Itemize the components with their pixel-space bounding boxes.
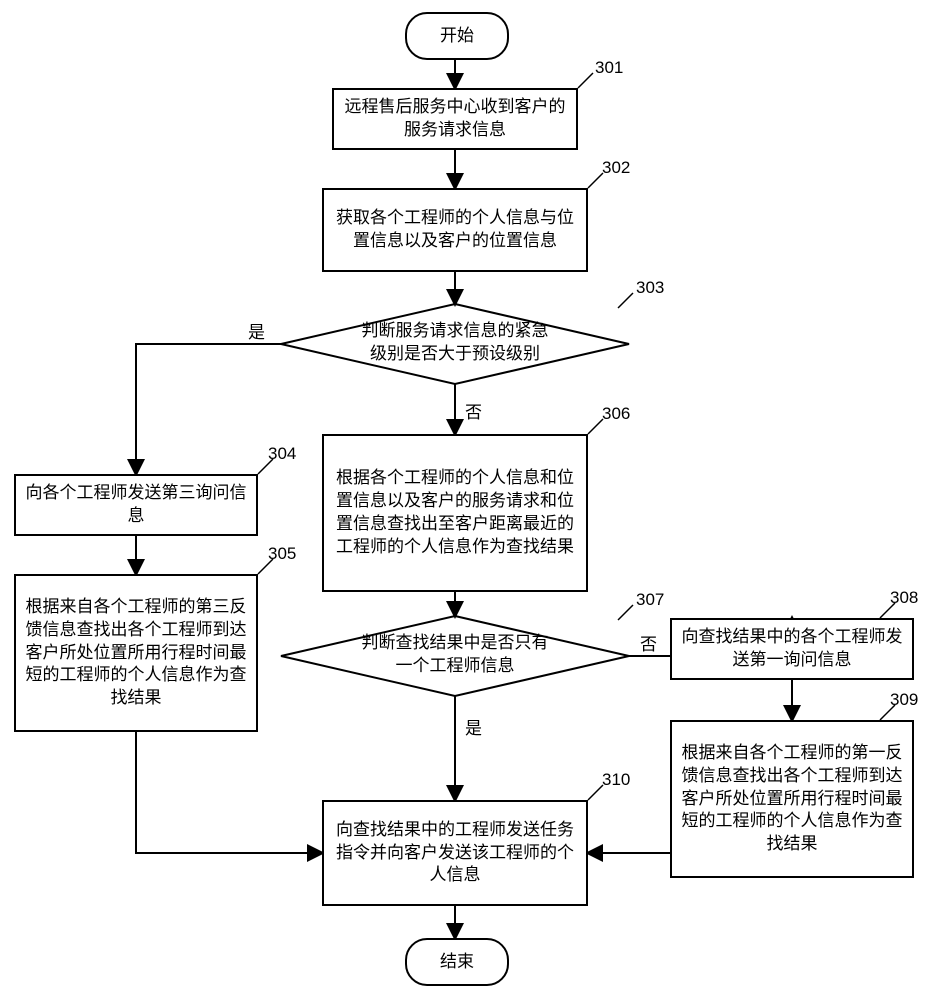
process-304-text: 向各个工程师发送第三询问信息 xyxy=(22,482,250,528)
ref-303: 303 xyxy=(636,278,664,298)
ref-302: 302 xyxy=(602,158,630,178)
ref-307: 307 xyxy=(636,590,664,610)
terminal-end-label: 结束 xyxy=(440,951,474,974)
decision-303-text: 判断服务请求信息的紧急级别是否大于预设级别 xyxy=(355,320,555,366)
edge-label-303-no: 否 xyxy=(465,398,482,423)
process-309-text: 根据来自各个工程师的第一反馈信息查找出各个工程师到达客户所处位置所用行程时间最短… xyxy=(678,742,906,857)
ref-305: 305 xyxy=(268,544,296,564)
process-301: 远程售后服务中心收到客户的服务请求信息 xyxy=(332,88,578,150)
process-309: 根据来自各个工程师的第一反馈信息查找出各个工程师到达客户所处位置所用行程时间最短… xyxy=(670,720,914,878)
process-310-text: 向查找结果中的工程师发送任务指令并向客户发送该工程师的个人信息 xyxy=(330,819,580,888)
terminal-start: 开始 xyxy=(405,12,509,60)
process-308: 向查找结果中的各个工程师发送第一询问信息 xyxy=(670,618,914,680)
terminal-end: 结束 xyxy=(405,938,509,986)
process-305: 根据来自各个工程师的第三反馈信息查找出各个工程师到达客户所处位置所用行程时间最短… xyxy=(14,574,258,732)
edge-label-303-yes: 是 xyxy=(248,318,265,343)
edge-label-307-yes: 是 xyxy=(465,714,482,739)
ref-310: 310 xyxy=(602,770,630,790)
ref-306: 306 xyxy=(602,404,630,424)
process-308-text: 向查找结果中的各个工程师发送第一询问信息 xyxy=(678,626,906,672)
process-310: 向查找结果中的工程师发送任务指令并向客户发送该工程师的个人信息 xyxy=(322,800,588,906)
ref-304: 304 xyxy=(268,444,296,464)
ref-301: 301 xyxy=(595,58,623,78)
terminal-start-label: 开始 xyxy=(440,25,474,48)
ref-308: 308 xyxy=(890,588,918,608)
ref-309: 309 xyxy=(890,690,918,710)
process-306-text: 根据各个工程师的个人信息和位置信息以及客户的服务请求和位置信息查找出至客户距离最… xyxy=(330,467,580,559)
process-302: 获取各个工程师的个人信息与位置信息以及客户的位置信息 xyxy=(322,188,588,272)
process-302-text: 获取各个工程师的个人信息与位置信息以及客户的位置信息 xyxy=(330,207,580,253)
process-306: 根据各个工程师的个人信息和位置信息以及客户的服务请求和位置信息查找出至客户距离最… xyxy=(322,434,588,592)
edge-label-307-no: 否 xyxy=(640,630,657,655)
decision-307-text: 判断查找结果中是否只有一个工程师信息 xyxy=(355,632,555,678)
process-305-text: 根据来自各个工程师的第三反馈信息查找出各个工程师到达客户所处位置所用行程时间最短… xyxy=(22,596,250,711)
process-304: 向各个工程师发送第三询问信息 xyxy=(14,474,258,536)
process-301-text: 远程售后服务中心收到客户的服务请求信息 xyxy=(340,96,570,142)
